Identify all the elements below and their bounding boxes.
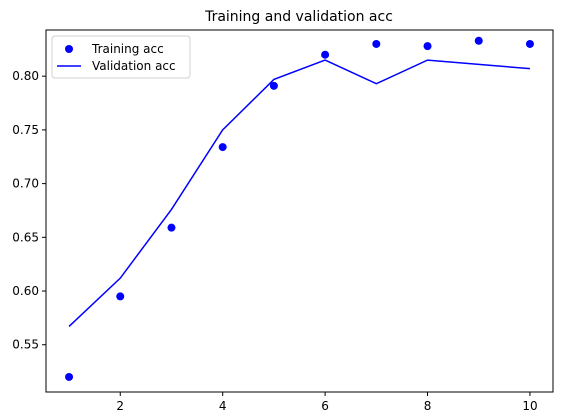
series-line-validation-acc	[68, 59, 531, 328]
y-tick-label: 0.55	[12, 338, 39, 352]
axes: 2 4 6 8 10 0.55 0.60 0.65 0.70 0.75 0.80	[12, 29, 554, 413]
data-point-training-acc	[218, 143, 227, 152]
x-tick-label: 8	[424, 399, 432, 413]
legend-label-validation-acc: Validation acc	[92, 59, 176, 73]
data-point-training-acc	[474, 36, 483, 45]
legend-label-training-acc: Training acc	[91, 42, 164, 56]
x-tick-label: 10	[522, 399, 537, 413]
data-point-training-acc	[65, 372, 74, 381]
data-point-training-acc	[372, 39, 381, 48]
y-tick-label: 0.65	[12, 230, 39, 244]
x-tick-label: 6	[321, 399, 329, 413]
data-point-training-acc	[116, 292, 125, 301]
data-point-training-acc	[525, 39, 534, 48]
x-tick-label: 2	[116, 399, 124, 413]
y-tick-label: 0.75	[12, 123, 39, 137]
plot-marks	[65, 36, 534, 381]
chart-title: Training and validation acc	[204, 9, 393, 25]
y-tick-label: 0.80	[12, 69, 39, 83]
legend-box	[51, 35, 191, 79]
data-point-training-acc	[269, 81, 278, 90]
y-tick-label: 0.60	[12, 284, 39, 298]
legend-marker-training-acc	[65, 45, 73, 53]
legend: Training acc Validation acc	[51, 35, 191, 79]
data-point-training-acc	[321, 50, 330, 59]
data-point-training-acc	[167, 223, 176, 232]
y-tick-label: 0.70	[12, 177, 39, 191]
data-point-training-acc	[423, 42, 432, 51]
x-tick-label: 4	[219, 399, 227, 413]
plot-frame	[45, 29, 554, 393]
